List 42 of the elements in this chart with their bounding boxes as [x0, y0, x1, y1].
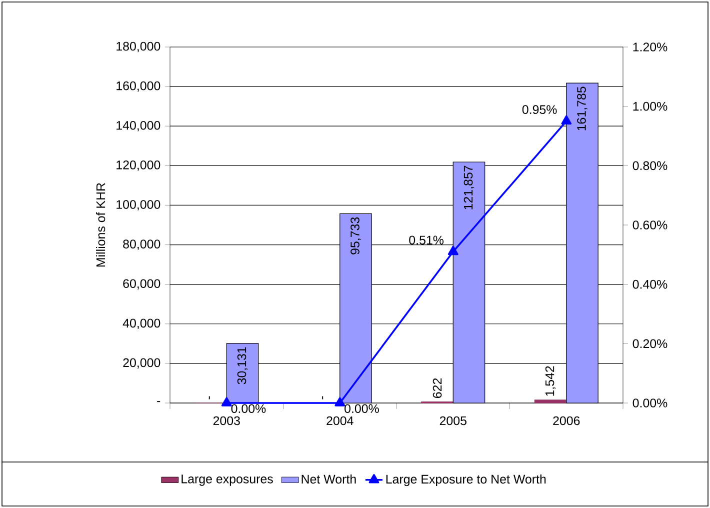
x-tick-label: 2006 [553, 416, 580, 426]
y-tick-label: 140,000 [116, 120, 160, 132]
y-tick-label: 20,000 [123, 358, 160, 369]
point [221, 397, 232, 406]
y-tick-label: 60,000 [123, 279, 160, 290]
legend-label: Large Exposure to Net Worth [386, 474, 546, 486]
x-tick-label: 2004 [326, 416, 354, 426]
data-label: 1,542 [545, 366, 556, 396]
y2-tick-label: 0.80% [632, 161, 668, 170]
data-label: 121,857 [464, 166, 474, 210]
y-tick-label: 80,000 [123, 240, 160, 250]
point [334, 397, 346, 406]
data-label: 0.00% [231, 404, 266, 414]
data-label: 30,131 [237, 347, 248, 384]
y-axis-title: Millions of KHR [96, 183, 106, 267]
y2-tick-label: 0.60% [632, 220, 668, 230]
data-label: 0.51% [409, 236, 444, 245]
bar [534, 400, 567, 404]
point [561, 115, 572, 125]
data-label: 161,785 [577, 86, 588, 130]
x-tick-label: 2003 [213, 416, 240, 426]
y-tick-label: 40,000 [122, 318, 160, 330]
y2-tick-label: 1.00% [633, 102, 668, 111]
legend-label: Net Worth [302, 474, 356, 484]
y-tick-label: 180,000 [116, 42, 160, 52]
y-tick-label: 160,000 [116, 81, 160, 92]
data-label: 95,733 [350, 217, 361, 254]
data-label: 622 [432, 378, 442, 398]
y2-tick-label: 0.40% [632, 280, 668, 289]
x-tick-label: 2005 [440, 416, 466, 426]
data-label: - [208, 396, 210, 400]
y2-tick-label: 0.20% [632, 339, 668, 348]
y-tick-label: - [157, 401, 160, 402]
y-tick-label: 100,000 [116, 200, 160, 210]
y2-tick-label: 0.00% [632, 398, 668, 408]
data-label: 0.95% [522, 105, 557, 114]
y-tick-label: 120,000 [116, 160, 160, 171]
legend-label: Large exposures [182, 474, 273, 486]
data-label: 0.00% [344, 404, 379, 414]
y2-tick-label: 1.20% [633, 42, 668, 52]
data-label: - [322, 396, 324, 400]
point [448, 246, 458, 256]
